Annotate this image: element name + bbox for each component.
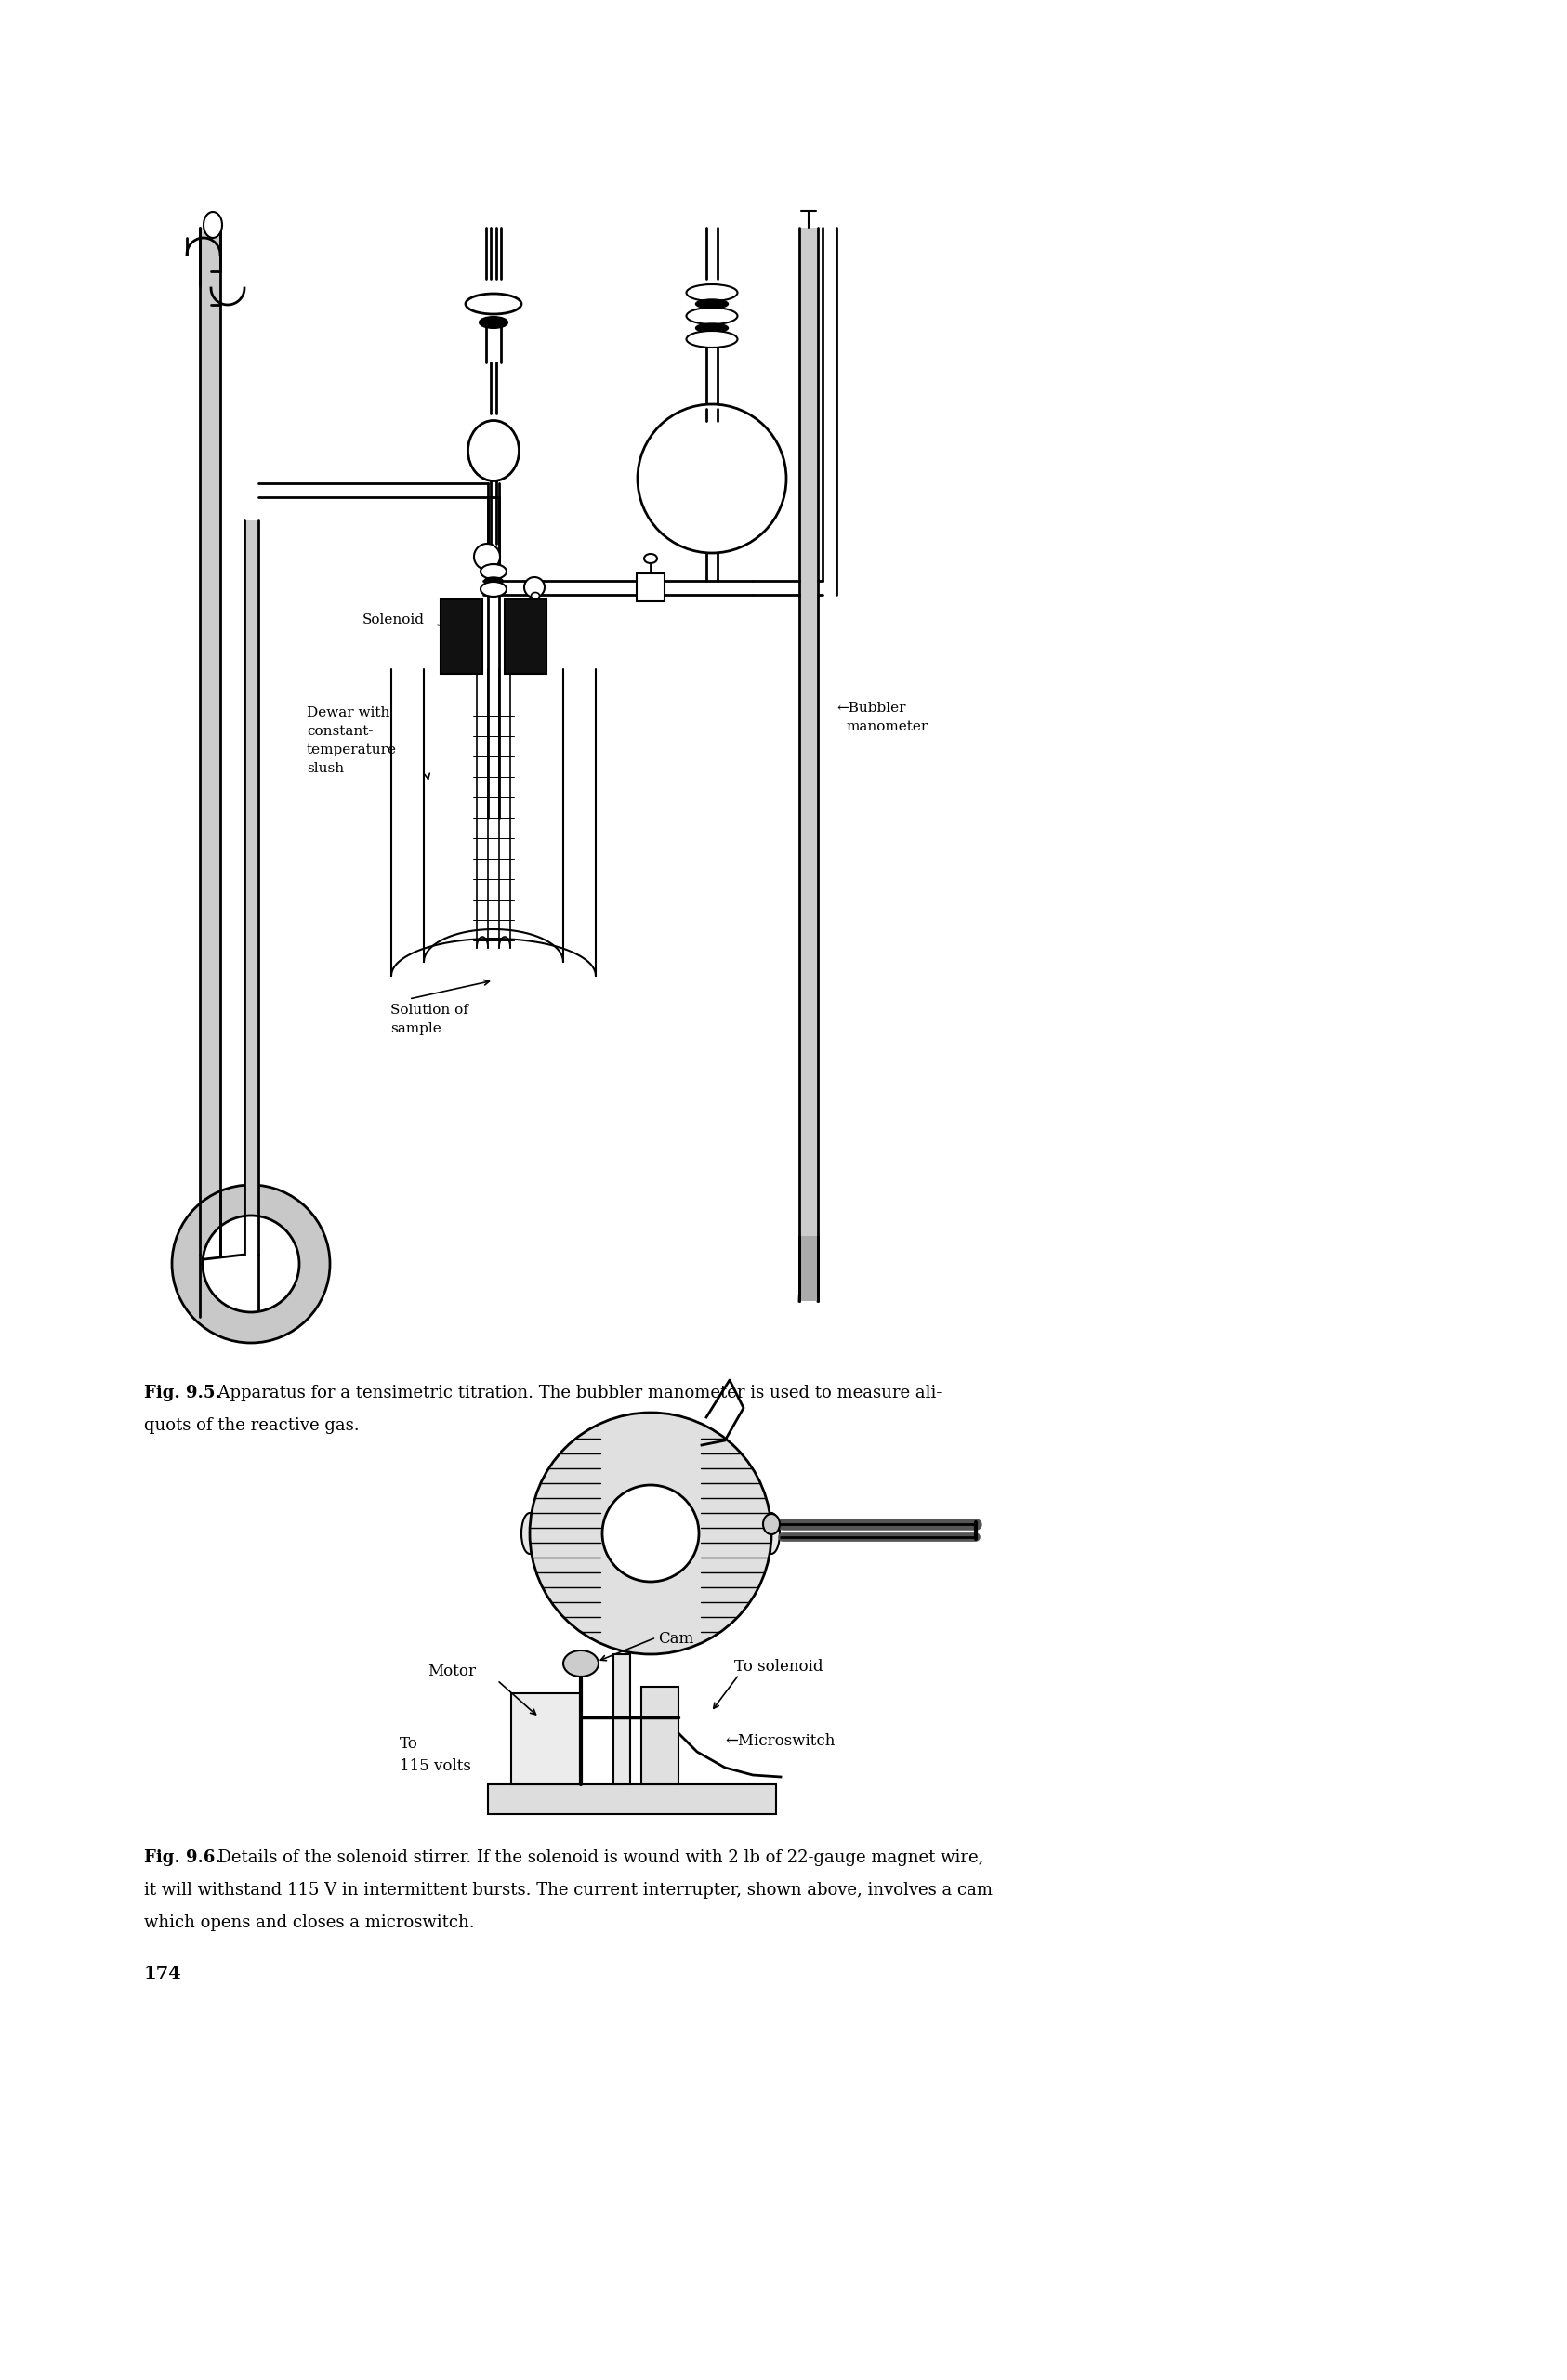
Ellipse shape bbox=[686, 307, 738, 324]
Text: Details of the solenoid stirrer. If the solenoid is wound with 2 lb of 22-gauge : Details of the solenoid stirrer. If the … bbox=[207, 1849, 984, 1866]
Bar bbox=[613, 1654, 630, 1785]
Bar bbox=[799, 1235, 818, 1302]
Ellipse shape bbox=[481, 581, 506, 597]
Text: To: To bbox=[400, 1735, 418, 1752]
Bar bbox=[505, 600, 547, 674]
Text: ←Bubbler: ←Bubbler bbox=[837, 702, 906, 714]
Circle shape bbox=[172, 1185, 331, 1342]
Ellipse shape bbox=[686, 283, 738, 302]
Ellipse shape bbox=[481, 564, 506, 578]
Text: Apparatus for a tensimetric titration. The bubbler manometer is used to measure : Apparatus for a tensimetric titration. T… bbox=[207, 1385, 942, 1402]
Ellipse shape bbox=[484, 576, 503, 585]
Text: Solution of: Solution of bbox=[390, 1004, 469, 1016]
Text: temperature: temperature bbox=[307, 743, 396, 757]
Bar bbox=[244, 521, 259, 1254]
Circle shape bbox=[638, 405, 787, 552]
Ellipse shape bbox=[480, 317, 508, 328]
Bar bbox=[799, 228, 818, 1302]
Text: Cam: Cam bbox=[658, 1630, 694, 1647]
Text: Motor: Motor bbox=[428, 1664, 476, 1680]
Bar bbox=[636, 574, 664, 602]
Text: slush: slush bbox=[307, 762, 345, 776]
Circle shape bbox=[473, 543, 500, 569]
Ellipse shape bbox=[696, 300, 729, 309]
Text: ←Microswitch: ←Microswitch bbox=[726, 1733, 835, 1749]
Circle shape bbox=[602, 1485, 699, 1583]
Ellipse shape bbox=[644, 555, 657, 564]
Ellipse shape bbox=[686, 331, 738, 347]
Text: Dewar with: Dewar with bbox=[307, 707, 390, 719]
Text: it will withstand 115 V in intermittent bursts. The current interrupter, shown a: it will withstand 115 V in intermittent … bbox=[144, 1883, 992, 1899]
Circle shape bbox=[525, 576, 545, 597]
Text: manometer: manometer bbox=[846, 721, 928, 733]
Ellipse shape bbox=[696, 324, 729, 333]
Text: which opens and closes a microswitch.: which opens and closes a microswitch. bbox=[144, 1914, 475, 1930]
Ellipse shape bbox=[522, 1514, 537, 1554]
Text: 174: 174 bbox=[144, 1966, 182, 1983]
Text: sample: sample bbox=[390, 1023, 442, 1035]
Ellipse shape bbox=[763, 1514, 780, 1554]
Text: constant-: constant- bbox=[307, 726, 373, 738]
Ellipse shape bbox=[204, 212, 223, 238]
Bar bbox=[201, 228, 221, 1254]
Text: To solenoid: To solenoid bbox=[735, 1659, 823, 1676]
Ellipse shape bbox=[531, 593, 539, 600]
Ellipse shape bbox=[469, 421, 519, 481]
Text: Fig. 9.5.: Fig. 9.5. bbox=[144, 1385, 221, 1402]
Ellipse shape bbox=[763, 1514, 780, 1535]
Ellipse shape bbox=[563, 1649, 599, 1676]
Text: Solenoid: Solenoid bbox=[362, 614, 425, 626]
Bar bbox=[487, 1785, 776, 1814]
Bar bbox=[511, 1692, 581, 1785]
Bar bbox=[641, 1687, 679, 1785]
Ellipse shape bbox=[465, 293, 522, 314]
Circle shape bbox=[202, 1216, 299, 1311]
Text: quots of the reactive gas.: quots of the reactive gas. bbox=[144, 1416, 359, 1433]
Circle shape bbox=[530, 1414, 771, 1654]
Text: Fig. 9.6.: Fig. 9.6. bbox=[144, 1849, 221, 1866]
Text: 115 volts: 115 volts bbox=[400, 1759, 472, 1773]
Bar bbox=[440, 600, 483, 674]
